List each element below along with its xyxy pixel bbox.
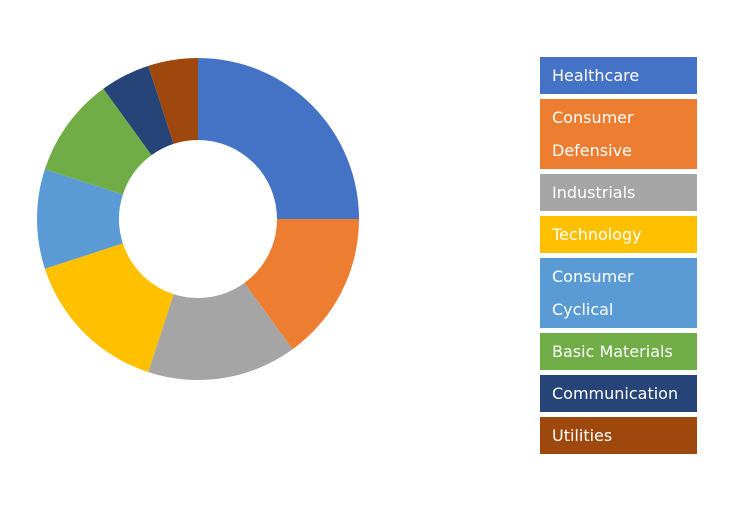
- donut-segment: [37, 169, 123, 269]
- legend-entry: Technology: [540, 216, 697, 253]
- legend-entry: Basic Materials: [540, 333, 697, 370]
- legend-entry: Healthcare: [540, 57, 697, 94]
- chart: [37, 58, 359, 380]
- donut-segment: [244, 219, 359, 350]
- donut-segment: [198, 58, 359, 219]
- donut-segment: [103, 65, 174, 156]
- legend-entry: Consumer Defensive: [540, 99, 697, 169]
- donut-segment: [148, 282, 293, 380]
- legend-entry: Industrials: [540, 174, 697, 211]
- donut-segment: [44, 88, 152, 195]
- legend: Healthcare Consumer Defensive Industrials T…: [540, 57, 697, 454]
- legend-entry: Communication: [540, 375, 697, 412]
- legend-entry: Utilities: [540, 417, 697, 454]
- legend-entry: Consumer Cyclical: [540, 258, 697, 328]
- donut-segment: [44, 243, 174, 373]
- donut-segment: [148, 58, 198, 144]
